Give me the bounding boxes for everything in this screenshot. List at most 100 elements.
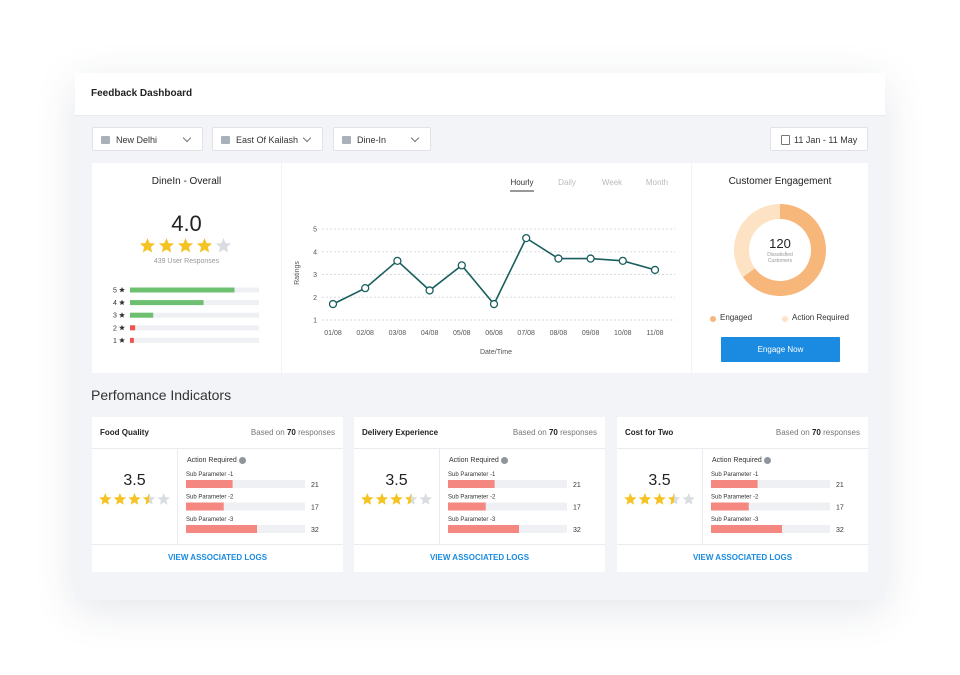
divider bbox=[177, 449, 178, 544]
param-bars: Sub Parameter -1 21 Sub Parameter -2 17 Sub … bbox=[448, 472, 581, 534]
param-bar bbox=[711, 502, 749, 511]
star bbox=[196, 238, 213, 253]
responses-suffix: responses bbox=[560, 428, 597, 437]
action-label: Action Required bbox=[449, 457, 499, 464]
header-title: Feedback Dashboard bbox=[91, 88, 193, 99]
indicator-card: Food Quality Based on 70 responses 3.5 Acti… bbox=[92, 417, 343, 572]
tab[interactable]: Daily bbox=[558, 178, 576, 187]
date-picker[interactable]: 11 Jan - 11 May bbox=[770, 127, 868, 151]
param-bar bbox=[186, 502, 224, 511]
point bbox=[586, 254, 595, 263]
distribution-bar bbox=[130, 312, 154, 318]
responses-suffix: responses bbox=[823, 428, 860, 437]
x-tick-label: 06/08 bbox=[485, 330, 503, 337]
param-bar bbox=[186, 480, 233, 488]
star bbox=[128, 493, 141, 505]
filter-dropdown[interactable]: New Delhi bbox=[92, 127, 203, 151]
calendar-icon bbox=[781, 135, 790, 145]
based-on: Based on 70 responses bbox=[776, 428, 860, 437]
distribution-label: 1 bbox=[113, 338, 117, 345]
card-score: 3.5 bbox=[123, 472, 146, 489]
param-name: Sub Parameter -3 bbox=[448, 517, 496, 523]
param-value: 17 bbox=[311, 505, 319, 512]
param-value: 21 bbox=[573, 482, 581, 489]
param-value: 17 bbox=[573, 505, 581, 512]
star-icon bbox=[119, 287, 125, 293]
engagement-title: Customer Engagement bbox=[728, 176, 832, 187]
y-tick-label: 5 bbox=[313, 227, 317, 234]
param-bar bbox=[711, 525, 782, 533]
responses-suffix: responses bbox=[298, 428, 335, 437]
param-bar bbox=[186, 525, 257, 533]
filter-dropdown[interactable]: Dine-In bbox=[333, 127, 431, 151]
based-on-text: Based on bbox=[512, 428, 547, 437]
x-tick-label: 11/08 bbox=[647, 330, 664, 337]
tab[interactable]: Hourly bbox=[510, 178, 533, 187]
distribution-bar bbox=[130, 300, 204, 306]
param-name: Sub Parameter -3 bbox=[186, 517, 234, 523]
star bbox=[99, 493, 112, 505]
star bbox=[375, 493, 389, 505]
param-value: 32 bbox=[836, 527, 844, 534]
param-name: Sub Parameter -2 bbox=[186, 495, 234, 501]
chevron bbox=[302, 133, 312, 143]
divider bbox=[617, 448, 868, 449]
card-title: Delivery Experience bbox=[362, 428, 439, 437]
filter-icon bbox=[342, 136, 351, 144]
distribution: 5 4 3 2 1 bbox=[113, 287, 259, 345]
track bbox=[448, 480, 567, 488]
track bbox=[186, 502, 305, 511]
y-axis-label: Ratings bbox=[294, 261, 301, 285]
x-tick-label: 10/08 bbox=[614, 330, 632, 337]
engagement-count-label: Dissatisfied Customers bbox=[767, 252, 793, 264]
star bbox=[682, 493, 695, 505]
tab[interactable]: Week bbox=[602, 178, 623, 187]
filter-dropdown[interactable]: East Of Kailash bbox=[212, 127, 323, 151]
param-bars: Sub Parameter -1 21 Sub Parameter -2 17 Sub … bbox=[711, 472, 844, 534]
star-icon bbox=[119, 312, 125, 318]
card-score: 3.5 bbox=[385, 472, 408, 489]
chevron bbox=[182, 133, 192, 143]
legend-dot bbox=[710, 316, 716, 322]
star bbox=[638, 493, 652, 505]
stars bbox=[99, 493, 170, 505]
engage-button[interactable]: Engage Now bbox=[721, 337, 840, 362]
point bbox=[393, 256, 402, 265]
star bbox=[419, 493, 432, 505]
x-tick-label: 02/08 bbox=[356, 330, 374, 337]
divider bbox=[354, 544, 605, 545]
filter-label: New Delhi bbox=[116, 135, 158, 145]
card-title: Food Quality bbox=[100, 428, 149, 437]
tab[interactable]: Month bbox=[646, 178, 668, 187]
param-name: Sub Parameter -3 bbox=[711, 517, 759, 523]
based-on: Based on 70 responses bbox=[513, 428, 597, 437]
divider bbox=[92, 448, 343, 449]
chevron bbox=[410, 133, 420, 143]
card-title: Cost for Two bbox=[625, 428, 674, 437]
engagement-count: 120 bbox=[769, 236, 791, 251]
y-tick-label: 1 bbox=[313, 318, 317, 325]
filter-label: Dine-In bbox=[357, 135, 387, 145]
distribution-label: 2 bbox=[113, 325, 117, 332]
point bbox=[457, 261, 466, 270]
y-tick-label: 4 bbox=[313, 249, 317, 256]
param-bars: Sub Parameter -1 21 Sub Parameter -2 17 Sub … bbox=[186, 472, 319, 534]
param-name: Sub Parameter -2 bbox=[711, 495, 759, 501]
star bbox=[390, 493, 403, 505]
view-logs-link[interactable]: VIEW ASSOCIATED LOGS bbox=[692, 553, 793, 562]
track bbox=[448, 502, 567, 511]
param-value: 32 bbox=[311, 527, 319, 534]
view-logs-link[interactable]: VIEW ASSOCIATED LOGS bbox=[167, 553, 268, 562]
param-bar bbox=[448, 502, 486, 511]
param-value: 21 bbox=[836, 482, 844, 489]
distribution-label: 3 bbox=[113, 313, 117, 320]
view-logs-link[interactable]: VIEW ASSOCIATED LOGS bbox=[429, 553, 530, 562]
filter-label: East Of Kailash bbox=[236, 135, 299, 145]
track bbox=[130, 325, 259, 331]
donut bbox=[734, 204, 827, 296]
star bbox=[653, 493, 666, 505]
point bbox=[650, 265, 660, 275]
star bbox=[215, 238, 232, 253]
x-tick-label: 07/08 bbox=[517, 330, 535, 337]
